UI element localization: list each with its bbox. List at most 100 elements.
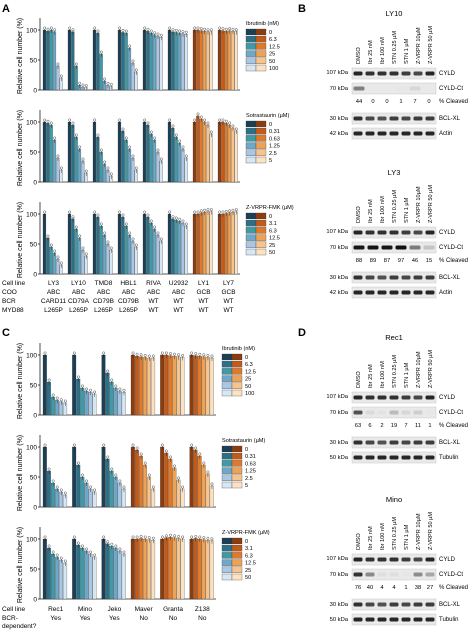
legend-entry: 0 [245, 447, 248, 453]
legend-swatch-gcb [231, 368, 243, 375]
data-point [146, 213, 150, 217]
data-point [174, 28, 178, 32]
data-point [46, 119, 50, 123]
bar [42, 29, 47, 91]
data-point [135, 446, 139, 450]
bar [138, 455, 143, 508]
data-point [68, 26, 72, 30]
y-tick-label: 100 [26, 212, 37, 219]
data-point [110, 467, 114, 471]
legend-entry: 12.5 [269, 236, 280, 242]
data-point [143, 26, 147, 30]
data-point [89, 550, 92, 554]
data-point [134, 68, 138, 72]
data-point [153, 31, 157, 35]
cleaved-percent: 4 [380, 585, 384, 591]
cell-line-dependent: No [169, 615, 178, 622]
bar [92, 29, 97, 91]
bar [52, 139, 57, 183]
legend-entry: 3.1 [269, 221, 277, 227]
blot-band [425, 602, 435, 607]
legend-entry: 100 [245, 391, 254, 397]
blot-title: LY3 [388, 168, 401, 177]
bar [199, 30, 203, 91]
cell-line-name: Mino [78, 606, 92, 613]
blot-band [425, 290, 435, 295]
y-tick-label: 0 [33, 413, 37, 420]
bar [52, 252, 57, 275]
data-point [149, 29, 153, 33]
data-point [59, 488, 63, 492]
legend-swatch-gcb [255, 128, 267, 135]
legend-swatch-abc [221, 559, 233, 566]
data-point [43, 26, 47, 30]
table-row-header: MYD88 [2, 307, 24, 314]
legend-swatch-gcb [255, 50, 267, 57]
blot-band [409, 245, 421, 250]
cell-line-coo: ABC [172, 289, 186, 296]
data-point [118, 118, 122, 122]
bar [160, 446, 165, 508]
data-point [134, 243, 138, 247]
legend-entry: 0 [269, 30, 272, 36]
bar [152, 139, 157, 183]
data-point [190, 535, 194, 539]
bar [59, 559, 64, 600]
bar [209, 31, 213, 91]
bar [109, 381, 114, 416]
data-point [81, 384, 84, 388]
bar [127, 47, 132, 91]
blot-band [413, 572, 423, 577]
data-point [221, 118, 225, 122]
data-point [131, 154, 135, 158]
data-point [193, 26, 197, 30]
legend-swatch-abc [245, 50, 257, 57]
legend-entry: 25 [245, 377, 251, 383]
legend-swatch-abc [221, 537, 233, 545]
data-point [193, 210, 197, 214]
data-point [122, 550, 126, 554]
lane-label: DMSO [356, 47, 362, 64]
data-point [109, 83, 113, 86]
bar [181, 148, 185, 183]
bar [189, 446, 194, 508]
data-point [146, 121, 150, 125]
mw-marker: 70 kDa [330, 245, 349, 251]
cell-line-dependent: No [140, 615, 149, 622]
blot-band [365, 572, 375, 577]
bar [113, 476, 118, 508]
lane-label: Ibr 100 nM [380, 196, 386, 223]
cleaved-label: % Cleaved [439, 99, 468, 105]
data-point [202, 536, 206, 539]
blot-band [425, 395, 435, 400]
lane-label: STN 1 µM [404, 197, 410, 223]
legend-swatch-gcb [255, 156, 267, 164]
cell-line-dependent: Yes [50, 615, 61, 622]
blot-band [413, 290, 423, 295]
blot-band [353, 71, 363, 76]
y-tick-label: 0 [33, 505, 37, 512]
data-point [143, 353, 147, 357]
cell-line-bcr: WT [223, 298, 233, 305]
data-point [78, 145, 82, 149]
data-point [198, 352, 202, 356]
blot-band [353, 617, 363, 622]
data-point [196, 26, 200, 30]
data-point [151, 485, 155, 489]
blot-band [353, 230, 363, 235]
cell-line-name: TMD8 [95, 280, 113, 287]
cleaved-percent: 76 [355, 585, 361, 591]
blot-strip [351, 241, 437, 254]
data-point [43, 210, 47, 214]
legend-entry: 5 [245, 483, 248, 489]
band-label: CYLD-Ct [439, 410, 463, 416]
data-point [143, 210, 147, 214]
bar [167, 121, 172, 183]
blot-band [377, 617, 387, 622]
blot-band [425, 131, 435, 136]
bar [227, 30, 232, 91]
bar [71, 124, 75, 183]
bar [152, 228, 157, 275]
